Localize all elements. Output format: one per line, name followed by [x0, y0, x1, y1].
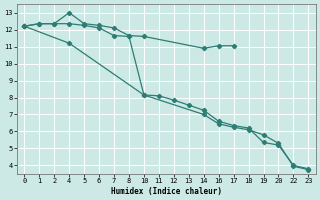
X-axis label: Humidex (Indice chaleur): Humidex (Indice chaleur)	[111, 187, 222, 196]
